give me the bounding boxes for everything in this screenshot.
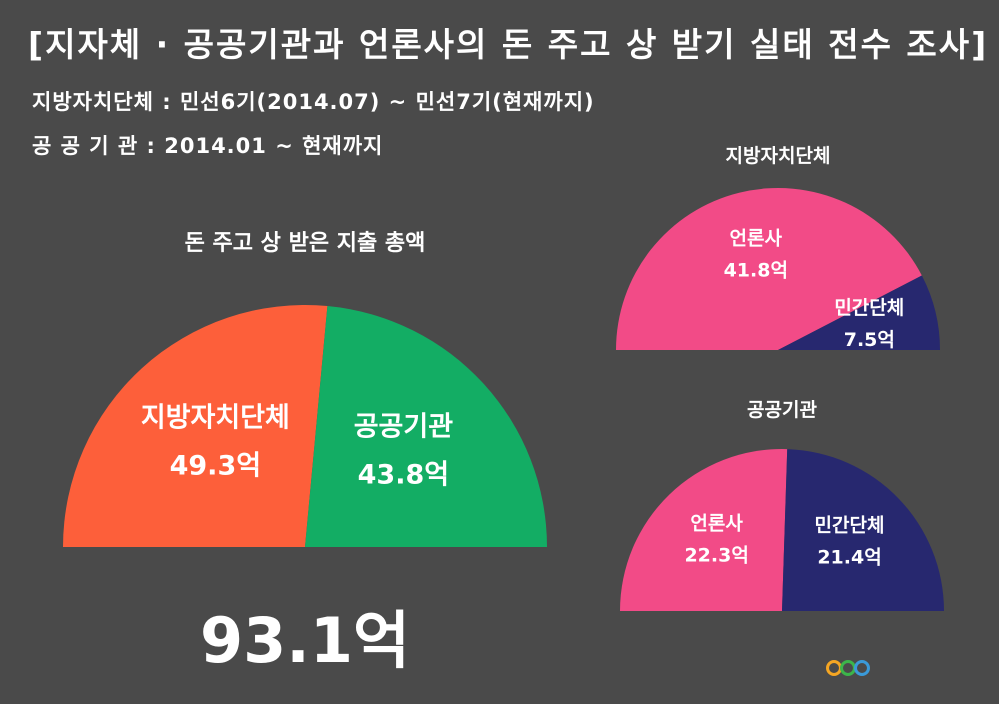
slice-label-press-public: 언론사 — [690, 512, 743, 534]
page-title: [지자체 · 공공기관과 언론사의 돈 주고 상 받기 실태 전수 조사] — [28, 25, 989, 64]
chart-title-local-government: 지방자치단체 — [726, 145, 831, 167]
local-government-chart: 지방자치단체 언론사 41.8억 민간단체 7.5억 — [616, 145, 940, 351]
slice-value-public-institution: 43.8억 — [358, 459, 449, 490]
slice-local-government — [63, 305, 328, 547]
slice-label-public-institution: 공공기관 — [354, 411, 454, 442]
period-local-government: 지방자치단체 : 민선6기(2014.07) ~ 민선7기(현재까지) — [32, 90, 595, 114]
logo-dot-blue-icon — [854, 660, 870, 676]
chart-title-total: 돈 주고 상 받은 지출 총액 — [185, 231, 426, 256]
slice-label-private-public: 민간단체 — [815, 515, 885, 537]
chart-title-public-institution: 공공기관 — [747, 399, 817, 421]
public-institution-chart: 공공기관 언론사 22.3억 민간단체 21.4억 — [620, 399, 944, 611]
period-public-institution: 공 공 기 관 : 2014.01 ~ 현재까지 — [32, 134, 384, 158]
slice-label-private-local: 민간단체 — [834, 297, 904, 319]
slice-label-local-government: 지방자치단체 — [141, 403, 290, 434]
slice-value-private-local: 7.5억 — [844, 329, 895, 351]
slice-value-press-local: 41.8억 — [724, 260, 788, 282]
slice-public-institution — [305, 306, 547, 547]
total-spending-chart: 돈 주고 상 받은 지출 총액 지방자치단체 49.3억 공공기관 43.8억 — [63, 231, 547, 547]
slice-value-press-public: 22.3억 — [684, 544, 748, 566]
slice-press-local — [616, 187, 922, 350]
total-amount: 93.1억 — [199, 604, 410, 677]
slice-press-public — [620, 449, 788, 611]
slice-private-public — [782, 449, 944, 611]
logo — [826, 660, 876, 676]
slice-value-private-public: 21.4억 — [817, 547, 881, 569]
slice-label-press-local: 언론사 — [730, 228, 783, 250]
slice-value-local-government: 49.3억 — [170, 451, 261, 482]
slice-private-local — [778, 275, 940, 350]
